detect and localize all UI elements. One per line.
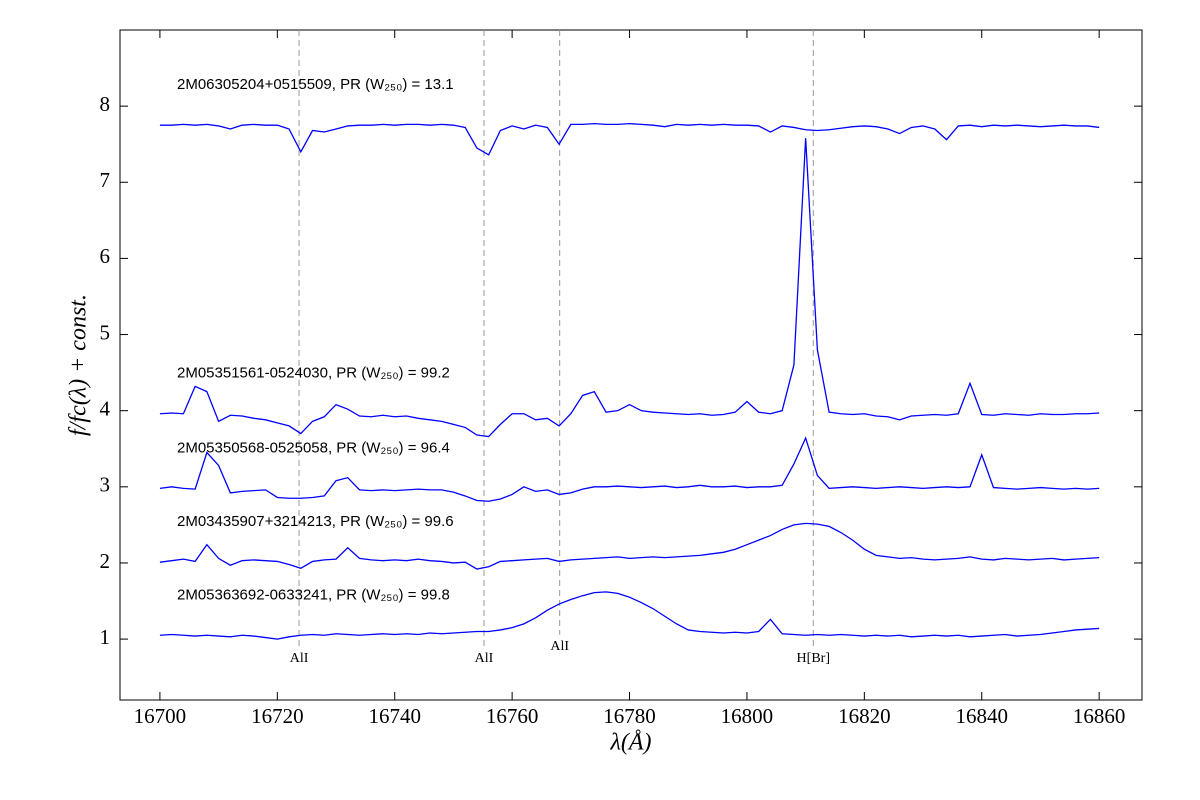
x-tick-label: 16840	[955, 704, 1008, 728]
y-tick-label: 8	[100, 92, 111, 116]
spectrum-line	[159, 436, 1100, 502]
series-label: 2M05351561-0524030, PR (W₂₅₀) = 99.2	[177, 365, 450, 382]
series-label: 2M06305204+0515509, PR (W₂₅₀) = 13.1	[177, 76, 454, 93]
x-tick-label: 16720	[251, 704, 304, 728]
y-tick-label: 6	[100, 244, 111, 268]
plot-frame	[119, 29, 1143, 701]
series-label: 2M05363692-0633241, PR (W₂₅₀) = 99.8	[177, 586, 450, 603]
line-annotation: AlI	[475, 651, 494, 666]
series-label: 2M03435907+3214213, PR (W₂₅₀) = 99.6	[177, 513, 454, 530]
x-tick-label: 16740	[368, 704, 421, 728]
spectrum-line	[159, 591, 1100, 640]
x-tick-label: 16760	[486, 704, 539, 728]
x-tick-label: 16860	[1073, 704, 1126, 728]
spectrum-line	[159, 122, 1100, 156]
series-label: 2M05350568-0525058, PR (W₂₅₀) = 96.4	[177, 439, 450, 456]
x-tick-label: 16820	[838, 704, 891, 728]
y-tick-label: 7	[100, 168, 111, 192]
y-tick-label: 1	[100, 625, 111, 649]
y-axis-label: f/fc(λ) + const.	[66, 294, 92, 436]
x-tick-label: 16780	[603, 704, 656, 728]
spectrum-line	[159, 522, 1100, 570]
x-tick-label: 16700	[134, 704, 187, 728]
y-tick-label: 3	[100, 473, 111, 497]
line-annotation: AlI	[290, 651, 309, 666]
line-annotation: AlI	[550, 639, 569, 654]
x-tick-label: 16800	[721, 704, 774, 728]
y-tick-label: 5	[100, 320, 111, 344]
x-axis-label: λ(Å)	[609, 730, 651, 756]
spectrum-line	[159, 138, 1100, 438]
y-tick-label: 2	[100, 549, 111, 573]
line-annotation: H[Br]	[797, 651, 830, 666]
y-tick-label: 4	[100, 396, 111, 420]
